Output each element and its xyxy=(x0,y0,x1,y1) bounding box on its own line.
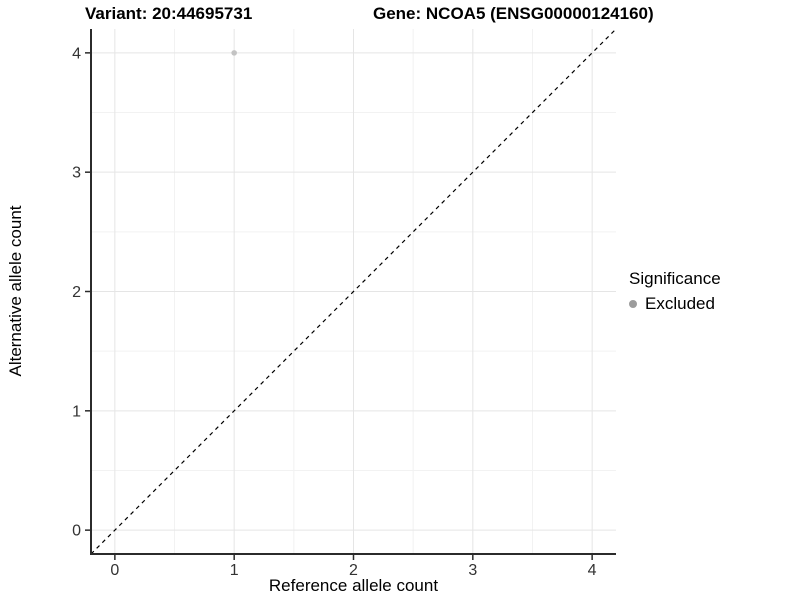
identity-line xyxy=(90,28,617,555)
y-tick-label: 3 xyxy=(72,165,81,182)
data-point xyxy=(231,50,237,56)
x-tick-label: 2 xyxy=(349,562,358,579)
x-tick-label: 0 xyxy=(110,562,119,579)
y-tick-label: 2 xyxy=(72,284,81,301)
plot-title-variant: Variant: 20:44695731 xyxy=(85,4,253,23)
y-axis-title: Alternative allele count xyxy=(6,205,25,377)
y-tick-label: 1 xyxy=(72,403,81,420)
y-tick-label: 0 xyxy=(72,523,81,540)
legend-item-label: Excluded xyxy=(645,294,715,313)
legend-item-excluded: Excluded xyxy=(629,294,721,314)
x-tick-label: 1 xyxy=(230,562,239,579)
legend: Significance Excluded xyxy=(629,269,721,314)
x-axis-title: Reference allele count xyxy=(268,576,439,595)
excluded-point-icon xyxy=(629,300,637,308)
x-tick-label: 3 xyxy=(468,562,477,579)
plot-title-gene: Gene: NCOA5 (ENSG00000124160) xyxy=(373,4,654,23)
x-tick-label: 4 xyxy=(588,562,597,579)
legend-title: Significance xyxy=(629,269,721,288)
y-tick-label: 4 xyxy=(72,45,81,62)
